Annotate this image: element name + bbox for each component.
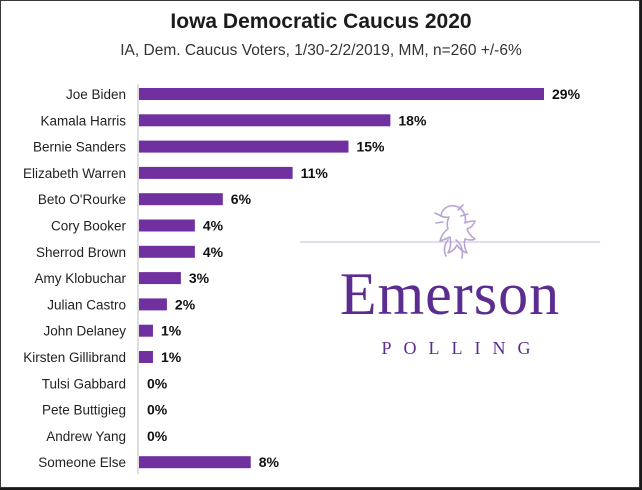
category-label: Cory Booker bbox=[51, 219, 127, 234]
emerson-polling-logo: Emerson POLLING bbox=[300, 200, 600, 370]
category-label: Sherrod Brown bbox=[36, 245, 126, 260]
bar bbox=[139, 193, 223, 206]
value-label: 4% bbox=[203, 244, 224, 260]
chart-title: Iowa Democratic Caucus 2020 bbox=[170, 10, 472, 33]
category-label: Kirsten Gillibrand bbox=[23, 350, 126, 365]
category-label: Someone Else bbox=[38, 455, 126, 470]
bar bbox=[139, 219, 195, 232]
category-label: Amy Klobuchar bbox=[34, 271, 126, 286]
bar bbox=[139, 324, 153, 337]
category-label: Julian Castro bbox=[47, 297, 126, 312]
category-label: Tulsi Gabbard bbox=[42, 376, 126, 391]
category-label: Pete Buttigieg bbox=[42, 403, 126, 418]
logo-subtitle: POLLING bbox=[381, 338, 543, 358]
category-label: Bernie Sanders bbox=[33, 140, 126, 155]
category-label: Elizabeth Warren bbox=[23, 166, 126, 181]
value-label: 11% bbox=[301, 165, 329, 181]
bar bbox=[139, 245, 195, 258]
value-label: 18% bbox=[398, 112, 427, 128]
value-label: 29% bbox=[552, 86, 581, 102]
bar bbox=[139, 88, 544, 100]
bar bbox=[139, 351, 153, 363]
bar bbox=[139, 140, 349, 153]
category-label: John Delaney bbox=[43, 324, 126, 339]
value-label: 1% bbox=[161, 323, 182, 339]
lion-crest-icon bbox=[300, 204, 600, 259]
bar bbox=[139, 272, 181, 285]
value-label: 15% bbox=[356, 139, 385, 155]
bar bbox=[139, 298, 167, 311]
logo-wordmark: Emerson bbox=[339, 261, 561, 327]
bar bbox=[139, 456, 251, 469]
value-label: 3% bbox=[189, 270, 210, 286]
category-label: Beto O'Rourke bbox=[38, 192, 126, 207]
category-label: Kamala Harris bbox=[40, 113, 126, 128]
value-label: 0% bbox=[147, 402, 168, 418]
value-label: 2% bbox=[175, 296, 196, 312]
bar bbox=[139, 166, 293, 179]
value-label: 8% bbox=[259, 454, 280, 470]
bar bbox=[139, 114, 391, 127]
value-label: 0% bbox=[147, 428, 168, 444]
category-label: Joe Biden bbox=[66, 87, 126, 102]
value-label: 1% bbox=[161, 349, 182, 365]
value-label: 6% bbox=[231, 191, 252, 207]
value-label: 4% bbox=[203, 218, 224, 234]
chart-subtitle: IA, Dem. Caucus Voters, 1/30-2/2/2019, M… bbox=[120, 42, 522, 59]
value-label: 0% bbox=[147, 375, 168, 391]
category-label: Andrew Yang bbox=[46, 429, 126, 444]
